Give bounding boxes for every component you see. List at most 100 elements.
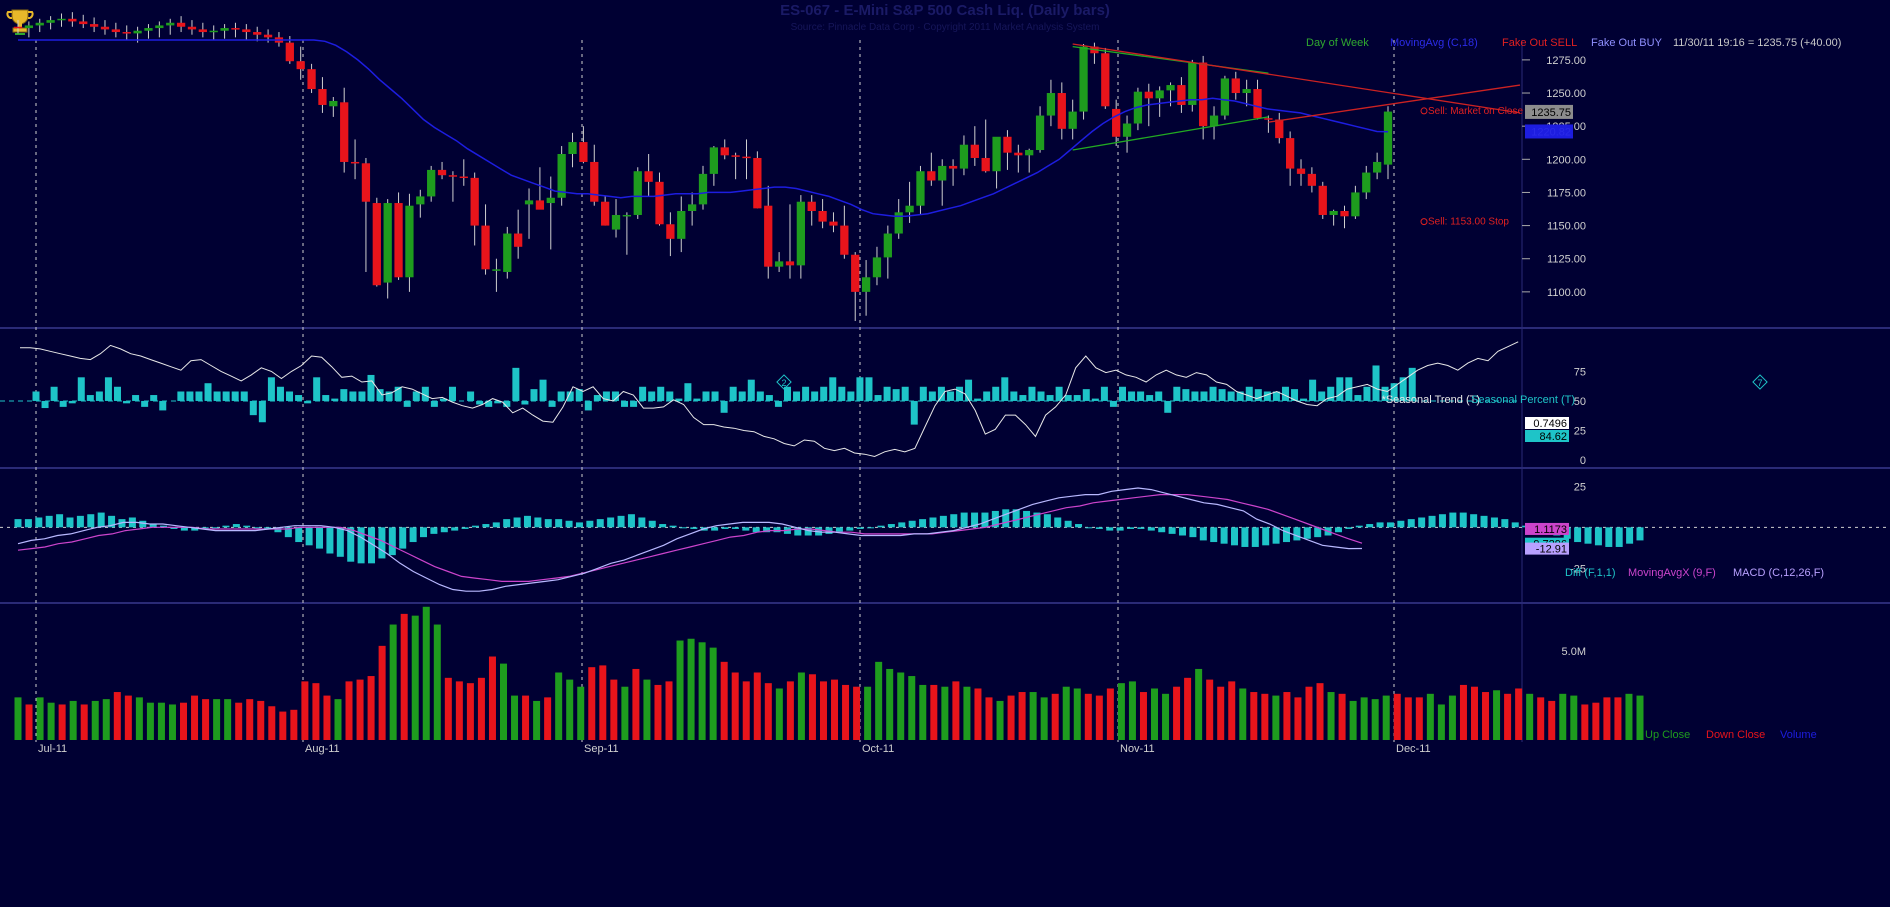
macd-diff-bar [1584, 527, 1592, 544]
macd-diff-bar [586, 520, 594, 528]
candle-body [1242, 89, 1251, 94]
candle-body [220, 28, 229, 31]
volume-bar [610, 679, 618, 740]
seasonal-bar [1037, 391, 1045, 401]
candle-body [1220, 78, 1230, 116]
macd-diff-bar [1262, 527, 1270, 546]
macd-diff-bar [929, 517, 937, 528]
seasonal-bar [177, 391, 185, 401]
candle-body [970, 144, 979, 158]
last-price-label: 1235.75 [1531, 107, 1571, 119]
seasonal-bar [150, 395, 158, 401]
volume-bar [1636, 695, 1644, 740]
macd-diff-bar [482, 524, 490, 528]
macd-diff-bar [1459, 512, 1467, 528]
macd-diff-bar [222, 525, 230, 528]
volume-bar [919, 684, 927, 740]
candle-body [1068, 111, 1077, 129]
seasonal-bar [1263, 391, 1271, 401]
volume-bar [621, 686, 629, 740]
seasonal-bar [1272, 391, 1280, 401]
candle-body [361, 163, 371, 202]
volume-bar [1316, 683, 1324, 740]
seasonal-bar [937, 386, 945, 401]
candle-body [492, 269, 501, 271]
macd-diff-bar [212, 527, 220, 529]
macd-diff-bar [1220, 527, 1228, 544]
macd-diff-bar [1501, 519, 1509, 528]
volume-bar [1283, 692, 1291, 740]
macd-diff-bar [347, 527, 355, 562]
volume-bar [1448, 695, 1456, 740]
candle-body [524, 200, 534, 205]
candle-body [1372, 161, 1382, 173]
volume-bar [1062, 686, 1070, 740]
seasonal-bar [412, 391, 420, 401]
seasonal-bar [95, 391, 103, 401]
macd-diff-bar [534, 517, 542, 528]
chart-header: ES-067 - E-Mini S&P 500 Cash Liq. (Daily… [0, 0, 1890, 40]
macd-diff-bar [1137, 527, 1145, 529]
seasonal-bar [186, 391, 194, 401]
macd-diff-bar [76, 515, 84, 528]
seasonal-bar [1109, 400, 1117, 407]
seasonal-bar [1209, 386, 1217, 401]
macd-diff-bar [981, 512, 989, 528]
candle-body [666, 224, 675, 239]
volume-bar [1393, 693, 1401, 740]
macd-signal-line [17, 494, 1363, 582]
macd-diff-bar [14, 519, 22, 528]
candle-body [1035, 115, 1045, 151]
volume-bar [1360, 697, 1368, 740]
candle-body [176, 22, 186, 27]
diamond-marker [1752, 374, 1768, 390]
volume-bar [1040, 697, 1048, 740]
volume-bar [831, 679, 839, 740]
seasonal-bar [258, 400, 266, 423]
volume-bar [1603, 697, 1611, 740]
volume-bar [1250, 692, 1258, 740]
volume-bar [676, 640, 684, 740]
macd-diff-bar [232, 524, 240, 528]
legend-item: Diff (F,1,1) [1565, 567, 1616, 579]
macd-diff-bar [669, 525, 677, 528]
candle-body [861, 277, 871, 292]
volume-bar [1338, 693, 1346, 740]
seasonal-trend-line [20, 341, 1519, 458]
macd-diff-bar [336, 527, 344, 557]
seasonal-bar [729, 386, 737, 401]
candle-body [1188, 62, 1197, 105]
trophy-icon[interactable] [6, 4, 34, 36]
percent-last-box [1525, 430, 1569, 442]
x-tick-label: Sep-11 [584, 743, 619, 755]
volume-bar [1228, 681, 1236, 740]
macd-diff-bar [1095, 527, 1103, 529]
volume-bar [488, 656, 496, 740]
macd-diff-bar [471, 525, 479, 528]
macd-diff-bar [440, 527, 448, 533]
volume-bar [654, 684, 662, 740]
seasonal-bar [304, 400, 312, 404]
candle-body [166, 22, 175, 26]
macd-diff-bar [264, 527, 272, 529]
candle-body [416, 196, 425, 205]
macd-diff-bar [971, 512, 979, 528]
volume-bar [102, 699, 110, 740]
candle-body [514, 233, 523, 247]
macd-diff-bar [731, 527, 739, 529]
x-tick-label: Jul-11 [38, 743, 67, 755]
volume-bar [1559, 693, 1567, 740]
macd-diff-bar [752, 527, 760, 533]
seasonal-bar [693, 398, 701, 401]
seasonal-bar [340, 389, 348, 401]
macd-diff-bar [565, 520, 573, 528]
volume-bar [764, 683, 772, 740]
macd-diff-bar [939, 515, 947, 528]
candle-body [851, 254, 860, 292]
seasonal-bar [123, 400, 131, 404]
volume-bar [1239, 688, 1247, 740]
candle-body [155, 25, 164, 29]
trendline [1072, 43, 1521, 114]
candle-body [829, 221, 838, 226]
